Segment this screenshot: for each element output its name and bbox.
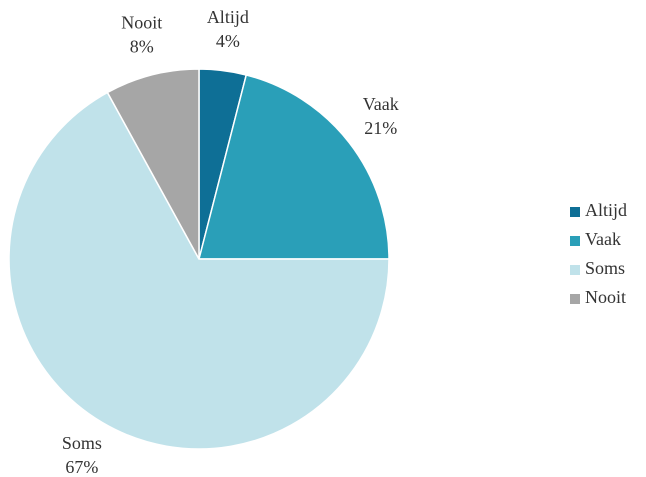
- legend-swatch: [570, 236, 580, 246]
- slice-category-label: Soms: [62, 433, 102, 453]
- pie-slice: [198, 74, 390, 260]
- legend-label: Altijd: [585, 200, 627, 220]
- pie-slice: [106, 68, 200, 260]
- legend-label: Nooit: [585, 287, 626, 307]
- legend-swatch: [570, 265, 580, 275]
- slice-value-label: 67%: [65, 457, 98, 477]
- slice-value-label: 8%: [130, 36, 154, 56]
- slice-value-label: 21%: [364, 118, 397, 138]
- legend-swatch: [570, 294, 580, 304]
- legend-swatch: [570, 207, 580, 217]
- slice-category-label: Nooit: [121, 12, 162, 32]
- slice-category-label: Vaak: [363, 94, 399, 114]
- pie-slice: [8, 91, 390, 450]
- legend-label: Vaak: [585, 229, 621, 249]
- slice-value-label: 4%: [216, 31, 240, 51]
- legend-label: Soms: [585, 258, 625, 278]
- slice-category-label: Altijd: [207, 7, 249, 27]
